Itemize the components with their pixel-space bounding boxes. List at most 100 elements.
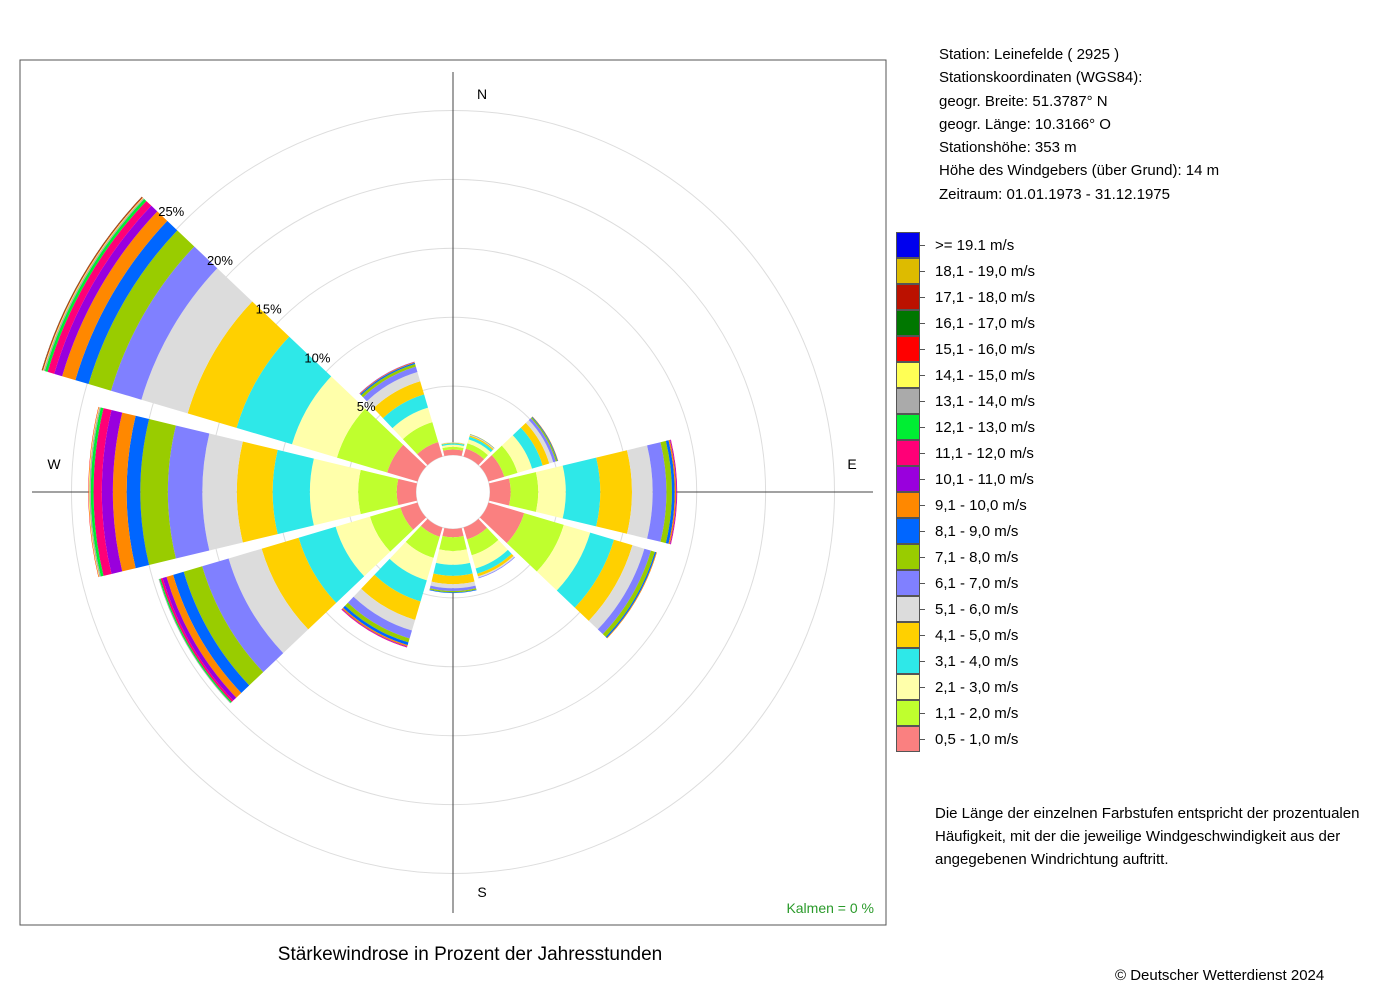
sector-180-band-1 bbox=[439, 536, 467, 552]
note-line: angegebenen Windrichtung auftritt. bbox=[935, 851, 1169, 868]
sector-300-band-10 bbox=[54, 205, 158, 377]
sector-120-band-2 bbox=[536, 524, 591, 591]
sector-60-band-5 bbox=[525, 420, 554, 464]
legend-tick bbox=[920, 271, 925, 272]
sector-270-band-10 bbox=[101, 410, 123, 574]
legend-swatch bbox=[896, 388, 920, 414]
sector-60-band-7 bbox=[530, 417, 558, 462]
sector-270-band-2 bbox=[309, 458, 361, 526]
station-height: Stationshöhe: 353 m bbox=[939, 139, 1077, 156]
legend-tick bbox=[920, 739, 925, 740]
sector-120-band-0 bbox=[479, 502, 525, 544]
sector-240-band-3 bbox=[298, 526, 365, 603]
sector-240-band-1 bbox=[369, 507, 414, 552]
sector-330-band-5 bbox=[366, 371, 421, 409]
sector-120-band-5 bbox=[588, 545, 645, 630]
sector-330-band-7 bbox=[361, 364, 416, 398]
legend-tick bbox=[920, 427, 925, 428]
legend-label: 17,1 - 18,0 m/s bbox=[935, 289, 1036, 306]
legend-tick bbox=[920, 609, 925, 610]
legend-label: 15,1 - 16,0 m/s bbox=[935, 341, 1036, 358]
sector-240-band-0 bbox=[400, 502, 427, 530]
legend-swatch bbox=[896, 544, 920, 570]
sector-270-band-14 bbox=[88, 406, 100, 578]
longitude: geogr. Länge: 10.3166° O bbox=[939, 116, 1111, 133]
sector-270-band-11 bbox=[93, 408, 112, 576]
sector-150-band-1 bbox=[467, 527, 499, 556]
sector-90-band-6 bbox=[647, 442, 667, 542]
legend-swatch bbox=[896, 258, 920, 284]
legend-swatch bbox=[896, 492, 920, 518]
legend-label: 6,1 - 7,0 m/s bbox=[935, 575, 1019, 592]
sector-270-band-13 bbox=[89, 407, 101, 577]
legend-swatch bbox=[896, 518, 920, 544]
sector-30-band-3 bbox=[468, 436, 493, 453]
legend-tick bbox=[920, 635, 925, 636]
wind-sectors bbox=[41, 196, 678, 704]
note-line: Die Länge der einzelnen Farbstufen entsp… bbox=[935, 805, 1360, 822]
sector-150-band-5 bbox=[477, 555, 515, 578]
sector-330-band-1 bbox=[402, 422, 439, 455]
chart-caption: Stärkewindrose in Prozent der Jahresstun… bbox=[277, 944, 663, 965]
legend-swatch bbox=[896, 232, 920, 258]
sector-240-band-5 bbox=[228, 548, 309, 654]
ring-label: 20% bbox=[207, 253, 233, 268]
sector-90-band-4 bbox=[596, 450, 632, 534]
sector-0-band-2 bbox=[441, 444, 465, 448]
legend-label: 8,1 - 9,0 m/s bbox=[935, 523, 1019, 540]
legend-tick bbox=[920, 531, 925, 532]
legend-tick bbox=[920, 401, 925, 402]
sector-300-band-5 bbox=[141, 268, 253, 414]
sector-90-band-2 bbox=[535, 465, 566, 519]
ring-label: 5% bbox=[357, 399, 376, 414]
sector-240-band-7 bbox=[183, 566, 264, 686]
sector-150-band-2 bbox=[471, 539, 508, 569]
sector-60-band-2 bbox=[501, 435, 533, 473]
sector-300-band-9 bbox=[62, 211, 168, 381]
sector-210-band-6 bbox=[347, 596, 412, 639]
sector-270-band-12 bbox=[90, 407, 104, 577]
sensor-height: Höhe des Windgebers (über Grund): 14 m bbox=[939, 162, 1220, 179]
sector-0-band-3 bbox=[441, 443, 465, 446]
sector-30-band-4 bbox=[469, 435, 494, 451]
sector-330-band-3 bbox=[382, 394, 429, 429]
sector-0-band-5 bbox=[441, 442, 465, 444]
legend-tick bbox=[920, 479, 925, 480]
legend-label: 14,1 - 15,0 m/s bbox=[935, 367, 1036, 384]
legend-tick bbox=[920, 557, 925, 558]
legend-label: 1,1 - 2,0 m/s bbox=[935, 705, 1019, 722]
sector-30-band-0 bbox=[463, 448, 485, 466]
legend-label: 16,1 - 17,0 m/s bbox=[935, 315, 1036, 332]
legend-label: 10,1 - 11,0 m/s bbox=[935, 471, 1034, 488]
sector-180-band-6 bbox=[429, 585, 477, 592]
sector-300-band-4 bbox=[187, 301, 290, 428]
sector-330-band-6 bbox=[363, 366, 418, 402]
sector-90-band-8 bbox=[665, 440, 675, 544]
sector-90-band-1 bbox=[509, 472, 539, 512]
legend-label: >= 19.1 m/s bbox=[935, 237, 1015, 254]
sector-120-band-1 bbox=[506, 513, 564, 572]
sector-300-band-1 bbox=[336, 408, 404, 473]
sector-270-band-4 bbox=[236, 441, 278, 543]
legend-swatch bbox=[896, 648, 920, 674]
legend-tick bbox=[920, 687, 925, 688]
sector-180-band-3 bbox=[433, 562, 473, 576]
sector-90-band-10 bbox=[669, 439, 677, 545]
legend-tick bbox=[920, 245, 925, 246]
station-name: Station: Leinefelde ( 2925 ) bbox=[939, 46, 1120, 63]
sector-0-band-4 bbox=[441, 442, 465, 445]
sector-270-band-7 bbox=[140, 419, 176, 565]
legend-label: 11,1 - 12,0 m/s bbox=[935, 445, 1034, 462]
sector-300-band-0 bbox=[387, 444, 427, 482]
legend-label: 3,1 - 4,0 m/s bbox=[935, 653, 1019, 670]
sector-210-band-7 bbox=[345, 602, 410, 643]
sector-150-band-0 bbox=[463, 518, 488, 540]
legend-swatch bbox=[896, 336, 920, 362]
sector-300-band-11 bbox=[47, 200, 152, 374]
legend-label: 7,1 - 8,0 m/s bbox=[935, 549, 1019, 566]
sector-270-band-9 bbox=[112, 412, 136, 572]
sector-180-band-4 bbox=[431, 573, 475, 585]
sector-270-band-3 bbox=[272, 449, 314, 535]
sector-270-band-0 bbox=[396, 478, 418, 506]
ring-labels: 5% 10% 15% 20% 25% bbox=[158, 204, 376, 414]
